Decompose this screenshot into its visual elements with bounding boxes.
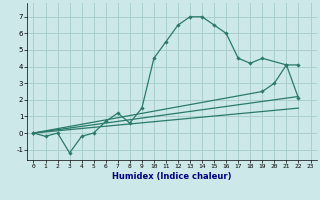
X-axis label: Humidex (Indice chaleur): Humidex (Indice chaleur)	[112, 172, 232, 181]
